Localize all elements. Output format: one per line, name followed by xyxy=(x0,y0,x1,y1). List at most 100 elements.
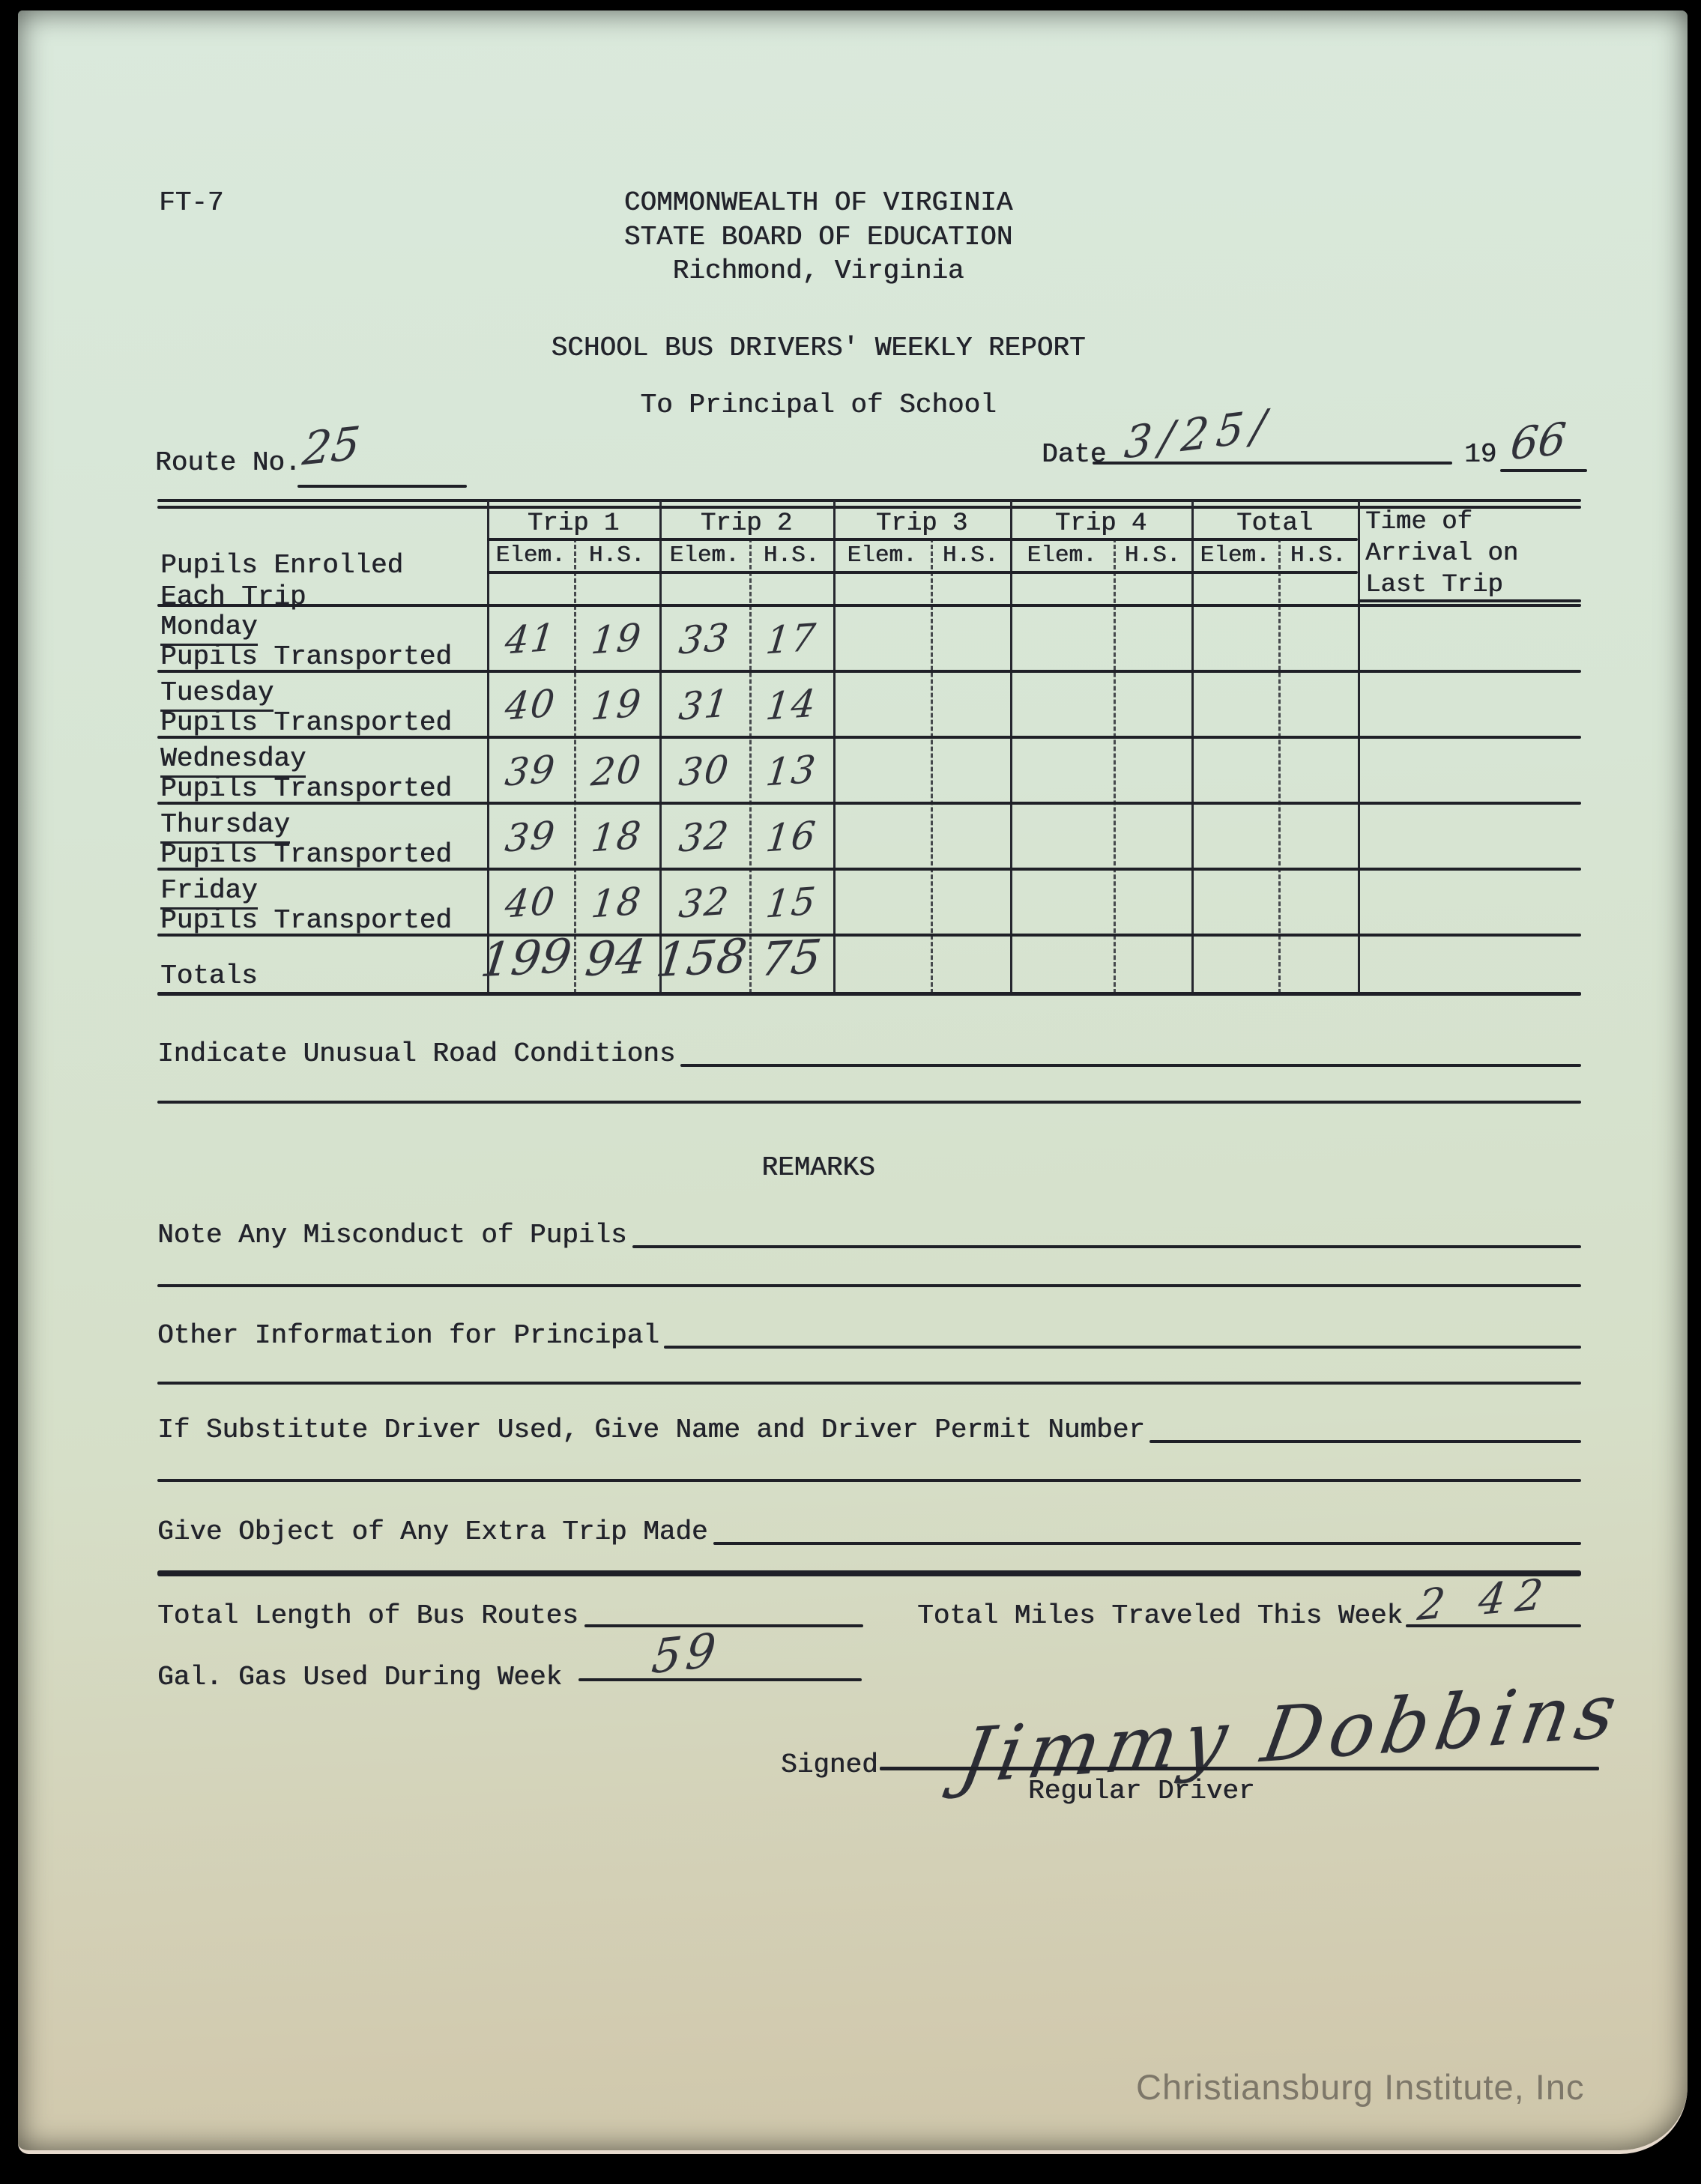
table-cell: 33 xyxy=(677,615,732,663)
table-column-line xyxy=(1358,500,1360,993)
table-cell: 19 xyxy=(589,681,644,729)
table-top-rule xyxy=(157,499,1581,502)
org-name: COMMONWEALTH OF VIRGINIA xyxy=(623,187,1013,218)
table-cell: 18 xyxy=(589,813,644,861)
org-city: Richmond, Virginia xyxy=(672,255,964,286)
totals-row-label: Totals xyxy=(160,961,258,991)
row-rule xyxy=(157,736,1581,739)
subheader-underline xyxy=(487,571,1358,574)
other-information-label: Other Information for Principal xyxy=(157,1320,659,1351)
table-cell-total: 199 xyxy=(477,928,575,988)
form-subtitle: To Principal of School xyxy=(640,390,997,420)
table-row-day: Tuesday xyxy=(160,677,274,713)
table-row-day: Friday xyxy=(160,875,258,910)
day-label: Tuesday xyxy=(160,677,274,713)
table-cell: 14 xyxy=(764,681,819,729)
table-cell-total: 94 xyxy=(582,928,650,987)
misconduct-blank-line-2 xyxy=(157,1284,1581,1287)
column-header-time-line1: Time of xyxy=(1365,508,1472,536)
substitute-driver-label: If Substitute Driver Used, Give Name and… xyxy=(157,1415,1145,1445)
table-cell: 18 xyxy=(589,879,644,927)
route-length-blank-line xyxy=(584,1624,863,1627)
row-rule xyxy=(157,802,1581,805)
extra-trip-label: Give Object of Any Extra Trip Made xyxy=(157,1516,708,1547)
subheader-trip2-hs: H.S. xyxy=(763,542,820,569)
other-information-blank-line-2 xyxy=(157,1382,1581,1385)
road-conditions-blank-line xyxy=(680,1064,1581,1067)
date-year-blank-line xyxy=(1500,469,1587,472)
row-rule xyxy=(157,868,1581,871)
column-header-time-line2: Arrival on xyxy=(1365,539,1519,568)
table-cell: 15 xyxy=(764,879,819,927)
subheader-trip2-elem: Elem. xyxy=(669,542,740,569)
day-label: Thursday xyxy=(160,809,290,844)
signature-caption: Regular Driver xyxy=(1028,1776,1255,1806)
table-subcolumn-line xyxy=(749,538,752,993)
row-rule xyxy=(157,670,1581,673)
table-row-sublabel: Pupils Transported xyxy=(160,839,452,870)
row-group-label-line1: Pupils Enrolled xyxy=(160,550,404,581)
route-number-blank-line xyxy=(297,485,467,488)
table-row-day: Monday xyxy=(160,611,258,647)
signature-line xyxy=(880,1767,1599,1770)
table-cell: 30 xyxy=(677,747,732,795)
table-subcolumn-line xyxy=(1114,538,1116,993)
table-cell: 39 xyxy=(503,747,558,795)
substitute-driver-blank-line xyxy=(1149,1440,1581,1443)
table-cell: 16 xyxy=(764,813,819,861)
date-year-value: 66 xyxy=(1508,412,1569,471)
gas-used-blank-line xyxy=(578,1678,862,1681)
day-label: Friday xyxy=(160,875,258,910)
subheader-trip4-hs: H.S. xyxy=(1124,542,1181,569)
table-cell: 20 xyxy=(589,747,644,795)
other-information-blank-line xyxy=(664,1346,1581,1349)
miles-traveled-label: Total Miles Traveled This Week xyxy=(917,1600,1404,1631)
date-label: Date xyxy=(1042,439,1107,470)
subheader-trip1-elem: Elem. xyxy=(495,542,566,569)
table-subcolumn-line xyxy=(574,538,576,993)
table-row-day: Thursday xyxy=(160,809,290,844)
signed-label: Signed xyxy=(781,1749,878,1780)
miles-traveled-blank-line xyxy=(1406,1624,1581,1627)
org-department: STATE BOARD OF EDUCATION xyxy=(623,222,1013,252)
table-column-line xyxy=(1010,500,1012,993)
subheader-trip3-hs: H.S. xyxy=(942,542,999,569)
table-row-sublabel: Pupils Transported xyxy=(160,773,452,804)
extra-trip-blank-line xyxy=(713,1542,1581,1545)
subheader-trip4-elem: Elem. xyxy=(1027,542,1097,569)
table-column-line xyxy=(833,500,836,993)
row-group-label-line2: Each Trip xyxy=(160,581,306,612)
miles-traveled-value: 2 42 xyxy=(1415,1569,1556,1631)
route-number-label: Route No. xyxy=(155,447,301,478)
table-cell: 40 xyxy=(503,681,558,729)
form-number: FT-7 xyxy=(159,187,224,218)
table-bottom-rule xyxy=(157,992,1581,996)
table-cell: 17 xyxy=(764,615,819,663)
table-row-day: Wednesday xyxy=(160,743,306,778)
day-label: Monday xyxy=(160,611,258,647)
table-cell: 19 xyxy=(589,615,644,663)
weekly-trips-table: Trip 1 Trip 2 Trip 3 Trip 4 Total Elem. … xyxy=(157,499,1581,996)
misconduct-label: Note Any Misconduct of Pupils xyxy=(157,1220,627,1250)
table-row-sublabel: Pupils Transported xyxy=(160,641,452,672)
subheader-total-hs: H.S. xyxy=(1290,542,1347,569)
misconduct-blank-line xyxy=(632,1245,1581,1248)
form-title: SCHOOL BUS DRIVERS' WEEKLY REPORT xyxy=(551,333,1086,363)
table-cell: 40 xyxy=(503,879,558,927)
subheader-trip3-elem: Elem. xyxy=(847,542,917,569)
table-cell-total: 75 xyxy=(758,928,825,987)
table-row-sublabel: Pupils Transported xyxy=(160,707,452,738)
trip-header-underline xyxy=(487,538,1358,541)
time-header-underline xyxy=(1358,599,1581,602)
route-length-label: Total Length of Bus Routes xyxy=(157,1600,578,1631)
column-header-trip4: Trip 4 xyxy=(1054,509,1147,538)
table-row-sublabel: Pupils Transported xyxy=(160,905,452,936)
day-label: Wednesday xyxy=(160,743,306,778)
subheader-total-elem: Elem. xyxy=(1200,542,1270,569)
scanned-form-page: FT-7 COMMONWEALTH OF VIRGINIA STATE BOAR… xyxy=(18,10,1688,2154)
table-subcolumn-line xyxy=(931,538,933,993)
table-cell: 31 xyxy=(677,681,732,729)
section-divider-rule xyxy=(157,1570,1581,1576)
table-cell: 39 xyxy=(503,813,558,861)
table-column-line xyxy=(1191,500,1194,993)
